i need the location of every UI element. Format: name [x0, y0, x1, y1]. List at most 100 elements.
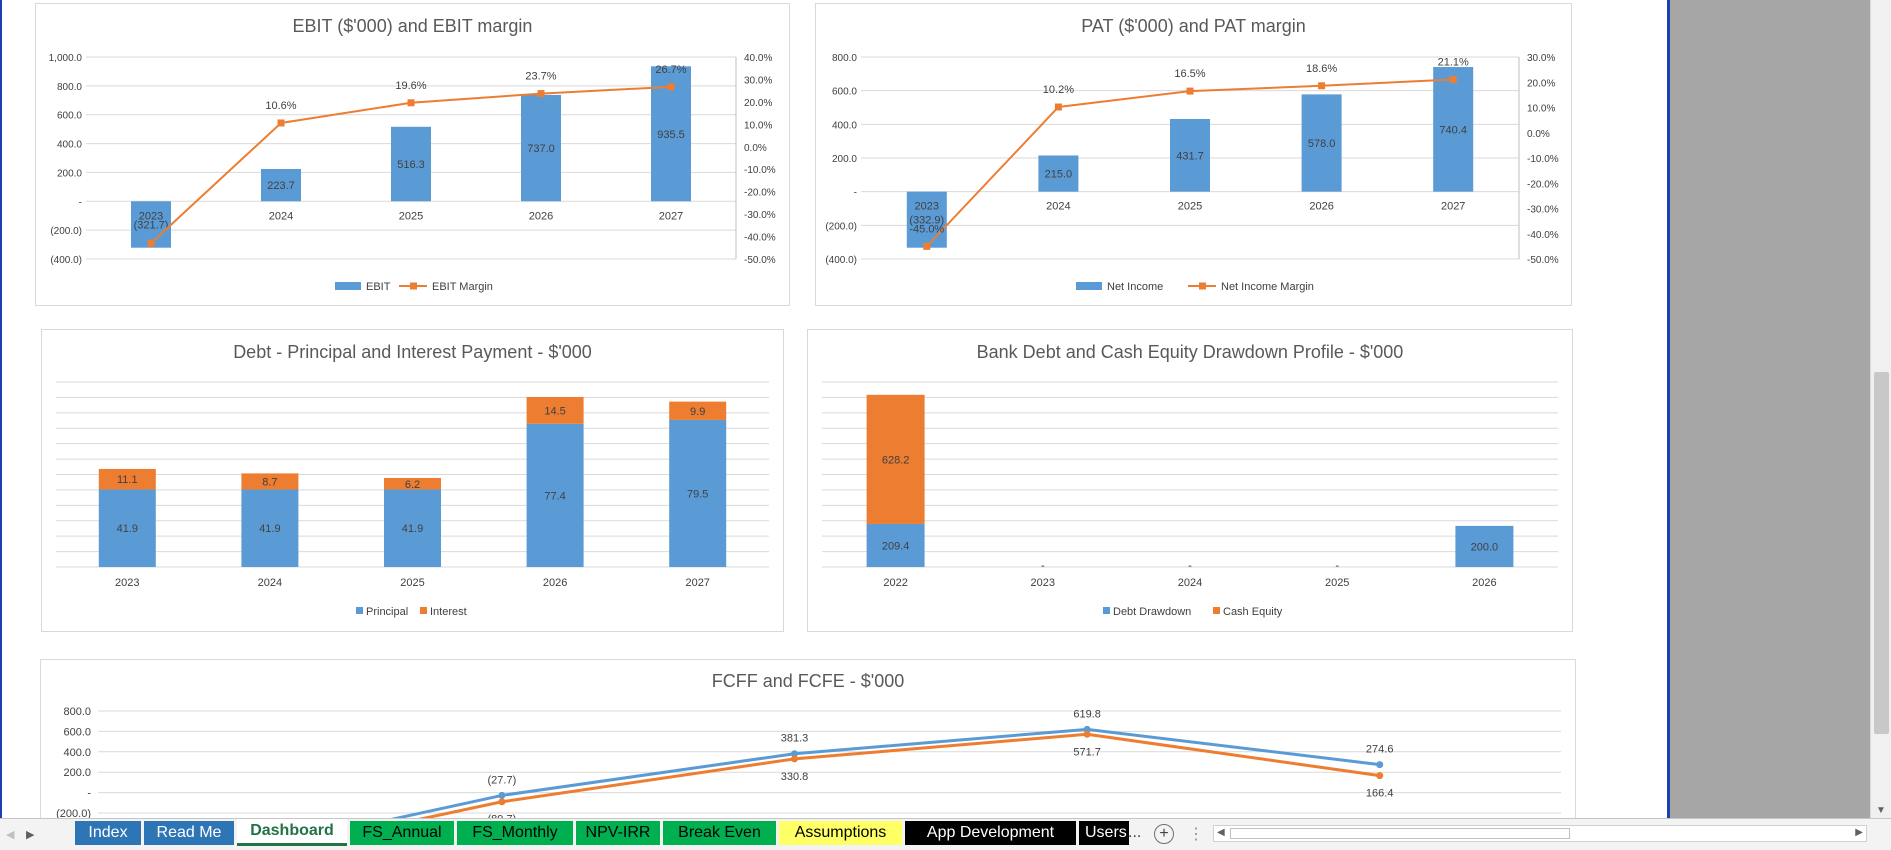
- sheet-tab-assumptions[interactable]: Assumptions: [779, 821, 902, 845]
- y-axis-tick-label: 600.0: [832, 87, 857, 98]
- bar-data-label: 14.5: [544, 405, 565, 417]
- margin-data-label: 19.6%: [395, 80, 426, 92]
- stack-bar-upper: [241, 473, 299, 490]
- fcfe-data-label: 571.7: [1073, 746, 1101, 758]
- y-axis-tick-label: (400.0): [825, 255, 857, 266]
- sheet-tab-app-development[interactable]: App Development: [905, 821, 1076, 845]
- x-axis-tick-label: 2024: [1178, 577, 1202, 589]
- sheet-tab-read-me[interactable]: Read Me: [144, 821, 234, 845]
- sheet-tab-index[interactable]: Index: [75, 821, 141, 845]
- bar-data-label: 215.0: [1045, 169, 1073, 181]
- bar-data-label: 578.0: [1308, 138, 1336, 150]
- margin-data-label: 10.6%: [265, 100, 296, 112]
- x-axis-tick-label: 2025: [1325, 577, 1349, 589]
- margin-data-label: 21.1%: [1438, 56, 1469, 68]
- margin-marker: [1449, 75, 1457, 83]
- sheet-tab-users[interactable]: Users: [1079, 821, 1129, 845]
- y2-axis-tick-label: 0.0%: [1527, 129, 1550, 140]
- fcff-fcfe-chart[interactable]: FCFF and FCFE - $'000 800.0 600.0 400.0 200…: [40, 659, 1576, 819]
- bar-data-label: 41.9: [117, 523, 138, 535]
- sheet-tab-dashboard[interactable]: Dashboard: [237, 819, 347, 846]
- stack-bar-lower: [669, 419, 727, 567]
- legend-label: Principal: [366, 606, 408, 618]
- next-sheet-icon[interactable]: ▶: [26, 829, 35, 841]
- fcfe-marker: [1376, 772, 1384, 780]
- x-axis-tick-label: 2027: [1441, 201, 1465, 213]
- sheet-tab-fs-monthly[interactable]: FS_Monthly: [457, 821, 573, 845]
- y-axis-tick-label: (400.0): [50, 255, 82, 266]
- debt-payment-chart[interactable]: Debt - Principal and Interest Payment - …: [41, 329, 784, 632]
- y2-axis-tick-label: -40.0%: [744, 233, 776, 244]
- y2-axis-tick-label: 20.0%: [1527, 78, 1555, 89]
- y2-axis-tick-label: -20.0%: [744, 188, 776, 199]
- y2-axis-tick-label: -10.0%: [744, 165, 776, 176]
- x-axis-tick-label: 2022: [883, 577, 907, 589]
- stack-bar-lower: [526, 423, 584, 567]
- stack-bar-lower: [1455, 525, 1514, 567]
- y2-axis-tick-label: 10.0%: [1527, 104, 1555, 115]
- bar-data-label: 935.5: [657, 129, 685, 141]
- fcff-marker: [791, 750, 798, 758]
- pat-chart[interactable]: PAT ($'000) and PAT margin 800.0 600.0 400…: [815, 3, 1572, 306]
- bar: [1170, 118, 1210, 192]
- scroll-right-icon[interactable]: ▶: [1855, 827, 1863, 838]
- y-axis-tick-label: 600.0: [57, 111, 82, 122]
- y2-axis-tick-label: -30.0%: [1527, 205, 1559, 216]
- sheet-tab-npv-irr[interactable]: NPV-IRR: [576, 821, 660, 845]
- legend-swatch: [420, 607, 427, 614]
- horizontal-scrollbar[interactable]: ◀ ▶: [1213, 825, 1867, 842]
- horizontal-scroll-thumb[interactable]: [1230, 828, 1570, 839]
- legend-label: Interest: [430, 606, 467, 618]
- legend-label: Cash Equity: [1223, 606, 1283, 618]
- vertical-scroll-thumb[interactable]: [1874, 372, 1889, 734]
- tab-options-icon[interactable]: ⋮: [1188, 826, 1204, 843]
- bar-data-label: 41.9: [402, 523, 423, 535]
- margin-data-label: 10.2%: [1043, 84, 1074, 96]
- y-axis-tick-label: 800.0: [57, 82, 82, 93]
- worksheet-area[interactable]: EBIT ($'000) and EBIT margin 1,000.0 800.…: [0, 0, 1667, 819]
- stack-bar-upper: [669, 401, 727, 420]
- stack-bar-lower: [384, 489, 441, 567]
- margin-marker: [1054, 103, 1062, 111]
- y-axis-tick-label: -: [854, 188, 857, 199]
- prev-sheet-icon[interactable]: ◀: [6, 829, 15, 841]
- y2-axis-tick-label: 10.0%: [744, 120, 772, 131]
- fcfe-marker: [1083, 730, 1091, 738]
- y-axis-tick-label: 600.0: [63, 726, 91, 738]
- x-axis-tick-label: 2025: [1178, 201, 1202, 213]
- margin-data-label: 26.7%: [655, 64, 686, 76]
- fcff-marker: [498, 791, 506, 799]
- scroll-left-icon[interactable]: ◀: [1217, 827, 1225, 838]
- bar-data-label: (321.7): [134, 219, 169, 231]
- y-axis-tick-label: 1,000.0: [49, 53, 83, 64]
- y-axis-tick-label: -: [79, 197, 82, 208]
- y-axis-tick-label: 400.0: [832, 120, 857, 131]
- ebit-chart-title: EBIT ($'000) and EBIT margin: [292, 16, 533, 36]
- bar-data-label: 41.9: [259, 523, 280, 535]
- x-axis-tick-label: 2027: [659, 210, 683, 222]
- debt-chart-title: Debt - Principal and Interest Payment - …: [233, 342, 592, 362]
- vertical-scrollbar[interactable]: ▼: [1870, 0, 1891, 818]
- margin-marker: [277, 119, 285, 127]
- legend-line-marker: [1199, 282, 1206, 290]
- add-sheet-button[interactable]: +: [1154, 824, 1174, 844]
- x-axis-tick-label: 2023: [139, 210, 163, 222]
- bar-data-label: 79.5: [687, 488, 708, 500]
- stack-bar-upper: [384, 478, 441, 490]
- bar-data-label: (332.9): [909, 215, 944, 227]
- y2-axis-tick-label: -50.0%: [1527, 255, 1559, 266]
- x-axis-tick-label: 2023: [115, 577, 139, 589]
- scroll-down-icon[interactable]: ▼: [1876, 805, 1886, 816]
- x-axis-tick-label: 2025: [400, 577, 424, 589]
- fcff-marker: [1083, 725, 1091, 733]
- drawdown-chart[interactable]: Bank Debt and Cash Equity Drawdown Profi…: [807, 329, 1573, 632]
- bar-data-label: -: [1041, 560, 1045, 572]
- ebit-chart[interactable]: EBIT ($'000) and EBIT margin 1,000.0 800.…: [35, 3, 790, 306]
- sheet-tab-fs-annual[interactable]: FS_Annual: [350, 821, 454, 845]
- x-axis-tick-label: 2026: [543, 577, 567, 589]
- bar-data-label: 200.0: [1471, 541, 1499, 553]
- sheet-tab-break-even[interactable]: Break Even: [663, 821, 776, 845]
- y-axis-tick-label: (200.0): [56, 808, 91, 819]
- more-sheets-indicator[interactable]: ...: [1128, 824, 1142, 841]
- stack-bar-lower: [866, 523, 925, 567]
